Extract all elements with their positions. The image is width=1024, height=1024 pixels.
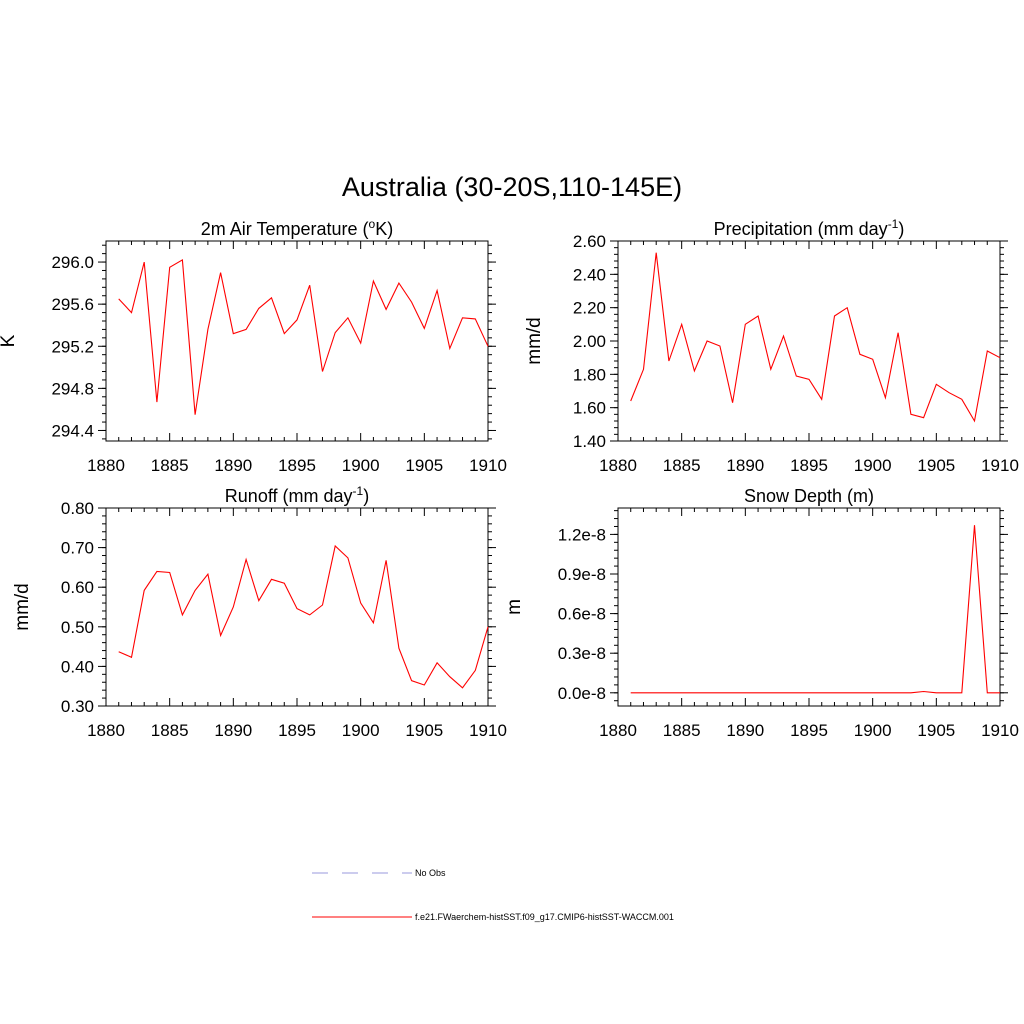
precipitation-title: Precipitation (mm day-1) bbox=[714, 217, 905, 239]
snow-depth-y-tick-label: 0.9e-8 bbox=[558, 565, 606, 584]
temperature-title: 2m Air Temperature (oK) bbox=[201, 217, 393, 239]
precipitation-series-line bbox=[630, 252, 1001, 423]
runoff-title: Runoff (mm day-1) bbox=[225, 484, 369, 506]
temperature-y-axis-label: K bbox=[0, 334, 19, 347]
temperature-y-tick-label: 296.0 bbox=[51, 253, 94, 272]
precipitation-y-tick-label: 2.40 bbox=[573, 265, 606, 284]
runoff-y-tick-label: 0.30 bbox=[61, 697, 94, 716]
snow-depth-title: Snow Depth (m) bbox=[744, 486, 874, 506]
snow-depth-series-line bbox=[630, 525, 1000, 694]
snow-depth-x-tick-label: 1905 bbox=[917, 721, 955, 740]
runoff-series-line bbox=[118, 544, 489, 689]
runoff-y-axis-label: mm/d bbox=[12, 583, 33, 631]
chart-precipitation: 1880 1885 1890 1895 1900 1905 1910 1.40 1.60 1.80… bbox=[524, 217, 1019, 475]
legend-label-model: f.e21.FWaerchem-histSST.f09_g17.CMIP6-hi… bbox=[415, 912, 674, 922]
temperature-x-tick-label: 1905 bbox=[405, 456, 443, 475]
precipitation-y-tick-label: 1.40 bbox=[573, 432, 606, 451]
precipitation-x-tick-label: 1895 bbox=[790, 456, 828, 475]
runoff-x-tick-label: 1895 bbox=[278, 721, 316, 740]
snow-depth-x-tick-label: 1900 bbox=[854, 721, 892, 740]
temperature-x-tick-label: 1890 bbox=[214, 456, 252, 475]
runoff-x-tick-label: 1885 bbox=[151, 721, 189, 740]
temperature-y-tick-label: 295.6 bbox=[51, 295, 94, 314]
runoff-x-tick-label: 1910 bbox=[469, 721, 507, 740]
temperature-x-tick-label: 1910 bbox=[469, 456, 507, 475]
precipitation-x-tick-label: 1880 bbox=[599, 456, 637, 475]
snow-depth-x-tick-label: 1895 bbox=[790, 721, 828, 740]
runoff-x-tick-label: 1905 bbox=[405, 721, 443, 740]
snow-depth-y-tick-label: 0.3e-8 bbox=[558, 644, 606, 663]
chart-runoff: 1880 1885 1890 1895 1900 1905 1910 0.30 0.40 0.50… bbox=[12, 484, 507, 740]
temperature-y-tick-label: 294.4 bbox=[51, 421, 94, 440]
precipitation-y-tick-label: 1.80 bbox=[573, 365, 606, 384]
precipitation-x-tick-label: 1900 bbox=[854, 456, 892, 475]
runoff-x-tick-label: 1900 bbox=[342, 721, 380, 740]
temperature-y-tick-label: 294.8 bbox=[51, 379, 94, 398]
precipitation-x-tick-label: 1910 bbox=[981, 456, 1019, 475]
legend-label-no-obs: No Obs bbox=[415, 868, 446, 878]
precipitation-x-tick-label: 1905 bbox=[917, 456, 955, 475]
precipitation-x-tick-label: 1890 bbox=[726, 456, 764, 475]
snow-depth-y-tick-label: 0.0e-8 bbox=[558, 684, 606, 703]
snow-depth-x-tick-label: 1890 bbox=[726, 721, 764, 740]
snow-depth-y-tick-label: 0.6e-8 bbox=[558, 605, 606, 624]
chart-panels: 1880 1885 1890 1895 1900 1905 1910 294.4 294.8 29… bbox=[0, 217, 1019, 740]
runoff-x-tick-label: 1890 bbox=[214, 721, 252, 740]
runoff-y-tick-label: 0.60 bbox=[61, 578, 94, 597]
precipitation-y-tick-label: 1.60 bbox=[573, 399, 606, 418]
temperature-x-tick-label: 1880 bbox=[87, 456, 125, 475]
precipitation-y-tick-label: 2.20 bbox=[573, 299, 606, 318]
runoff-y-tick-label: 0.40 bbox=[61, 657, 94, 676]
runoff-y-tick-label: 0.70 bbox=[61, 539, 94, 558]
runoff-y-tick-label: 0.50 bbox=[61, 618, 94, 637]
temperature-y-tick-label: 295.2 bbox=[51, 337, 94, 356]
temperature-x-tick-label: 1895 bbox=[278, 456, 316, 475]
snow-depth-y-axis-label: m bbox=[504, 599, 525, 615]
temperature-x-tick-label: 1885 bbox=[151, 456, 189, 475]
temperature-series-line bbox=[118, 258, 489, 415]
legend: No Obs f.e21.FWaerchem-histSST.f09_g17.C… bbox=[312, 868, 674, 922]
chart-snow-depth: 1880 1885 1890 1895 1900 1905 1910 0.0e-8 0.3e-8… bbox=[504, 486, 1019, 740]
runoff-x-tick-label: 1880 bbox=[87, 721, 125, 740]
precipitation-y-tick-label: 2.60 bbox=[573, 232, 606, 251]
precipitation-y-axis-label: mm/d bbox=[524, 317, 545, 365]
snow-depth-x-tick-label: 1880 bbox=[599, 721, 637, 740]
temperature-x-tick-label: 1900 bbox=[342, 456, 380, 475]
figure-title: Australia (30-20S,110-145E) bbox=[342, 172, 682, 202]
snow-depth-y-tick-label: 1.2e-8 bbox=[558, 525, 606, 544]
precipitation-y-tick-label: 2.00 bbox=[573, 332, 606, 351]
precipitation-x-tick-label: 1885 bbox=[663, 456, 701, 475]
runoff-y-tick-label: 0.80 bbox=[61, 499, 94, 518]
chart-temperature: 1880 1885 1890 1895 1900 1905 1910 294.4 294.8 29… bbox=[0, 217, 507, 475]
snow-depth-x-tick-label: 1885 bbox=[663, 721, 701, 740]
snow-depth-x-tick-label: 1910 bbox=[981, 721, 1019, 740]
